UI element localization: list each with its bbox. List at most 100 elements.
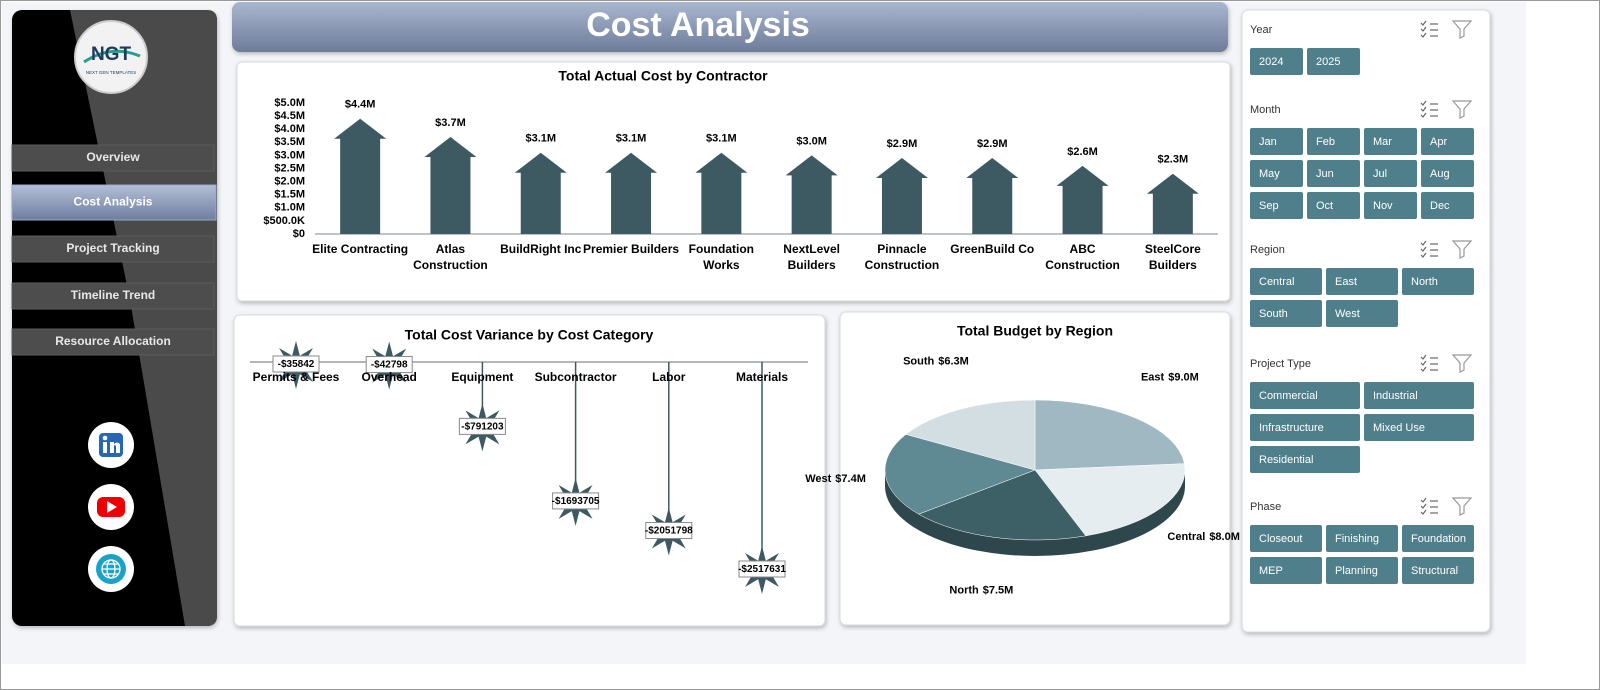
multi-select-icon[interactable] <box>1420 354 1438 372</box>
x-tick-label: Elite Contracting <box>312 242 409 256</box>
icon-check <box>1420 26 1427 32</box>
slicer-button[interactable] <box>1250 268 1322 295</box>
filter-icon[interactable] <box>1451 354 1473 373</box>
multi-select-icon[interactable] <box>1420 100 1438 118</box>
slicer-button[interactable] <box>1421 160 1474 187</box>
slicer-item[interactable]: Closeout <box>1259 533 1302 545</box>
slicer-button[interactable] <box>1307 160 1360 187</box>
slicer-button[interactable] <box>1307 128 1360 155</box>
category-label: Materials <box>736 370 788 384</box>
slicer-button[interactable] <box>1364 192 1417 219</box>
slicer-button[interactable] <box>1250 192 1303 219</box>
slicer-item[interactable]: Mixed Use <box>1373 422 1425 434</box>
slicer-item[interactable]: Jul <box>1373 168 1387 180</box>
slicer-item[interactable]: Residential <box>1259 454 1313 466</box>
nav-button[interactable] <box>11 282 215 310</box>
slicer-button[interactable] <box>1250 414 1360 441</box>
filter-icon[interactable] <box>1451 100 1473 119</box>
slicer-item[interactable]: Aug <box>1430 168 1450 180</box>
y-tick-label: $4.5M <box>274 110 305 122</box>
icon-check <box>1420 112 1427 118</box>
bar <box>424 137 477 234</box>
slicer-item[interactable]: Sep <box>1259 200 1279 212</box>
slicer-item[interactable]: Nov <box>1373 200 1393 212</box>
nav-button[interactable] <box>11 328 215 356</box>
slicer-button[interactable] <box>1307 192 1360 219</box>
slicer-item[interactable]: Oct <box>1316 200 1333 212</box>
slicer-button[interactable] <box>1250 160 1303 187</box>
slicer-button[interactable] <box>1326 557 1398 584</box>
slicer-button[interactable] <box>1250 48 1303 75</box>
slicer-item[interactable]: Jan <box>1259 136 1277 148</box>
slicer-item[interactable]: West <box>1335 308 1360 320</box>
nav-label[interactable]: Timeline Trend <box>71 288 155 302</box>
bar <box>695 152 748 234</box>
slicer-item[interactable]: Commercial <box>1259 390 1318 402</box>
nav-label[interactable]: Resource Allocation <box>55 334 171 348</box>
icon-check <box>1420 246 1427 252</box>
slicer-button[interactable] <box>1421 128 1474 155</box>
data-label: $3.1M <box>616 133 647 145</box>
slicer-button[interactable] <box>1402 268 1474 295</box>
nav-button[interactable] <box>11 144 215 172</box>
filter-icon[interactable] <box>1451 20 1473 39</box>
slicer-item[interactable]: Feb <box>1316 136 1335 148</box>
slicer-button[interactable] <box>1364 128 1417 155</box>
nav-label[interactable]: Overview <box>86 150 140 164</box>
nav-label[interactable]: Project Tracking <box>66 241 159 255</box>
slicer-button[interactable] <box>1250 446 1360 473</box>
slicer-button[interactable] <box>1250 382 1360 409</box>
slicer-item[interactable]: Apr <box>1430 136 1447 148</box>
pie-category: West <box>805 473 831 485</box>
pie-label: South $6.3M <box>903 355 969 367</box>
slicer-item[interactable]: Central <box>1259 276 1294 288</box>
slicer-item[interactable]: Mar <box>1373 136 1392 148</box>
filter-icon[interactable] <box>1451 497 1473 516</box>
slicer-item[interactable]: MEP <box>1259 565 1283 577</box>
slicer-item[interactable]: Finishing <box>1335 533 1379 545</box>
slicer-button[interactable] <box>1250 557 1322 584</box>
slicer-button[interactable] <box>1402 557 1474 584</box>
y-tick-label: $1.0M <box>274 202 305 214</box>
slicer-item[interactable]: Dec <box>1430 200 1450 212</box>
category-label: Overhead <box>362 370 417 384</box>
x-tick-label: ABC Construction <box>1045 242 1120 272</box>
multi-select-icon[interactable] <box>1420 497 1438 515</box>
slicer-button[interactable] <box>1364 382 1474 409</box>
pie-value: $8.0M <box>1209 531 1240 543</box>
slicer-button[interactable] <box>1326 300 1398 327</box>
slicer-item[interactable]: 2024 <box>1259 56 1283 68</box>
y-tick-label: $5.0M <box>274 97 305 109</box>
slicer-item[interactable]: Industrial <box>1373 390 1418 402</box>
slicer-item[interactable]: South <box>1259 308 1288 320</box>
label-box <box>552 492 600 510</box>
slicer-item[interactable]: North <box>1411 276 1438 288</box>
slicer-item[interactable]: May <box>1259 168 1280 180</box>
slicer-button[interactable] <box>1250 128 1303 155</box>
slicer-item[interactable]: Infrastructure <box>1259 422 1324 434</box>
icon-check <box>1420 100 1427 106</box>
slicer-item[interactable]: Foundation <box>1411 533 1466 545</box>
slicer-button[interactable] <box>1364 414 1474 441</box>
filter-icon[interactable] <box>1451 240 1473 259</box>
nav-button[interactable] <box>11 184 217 221</box>
slicer-button[interactable] <box>1326 268 1398 295</box>
nav-button[interactable] <box>11 235 215 263</box>
slicer-button[interactable] <box>1250 300 1322 327</box>
slicer-button[interactable] <box>1326 525 1398 552</box>
slicer-button[interactable] <box>1250 525 1322 552</box>
slicer-item[interactable]: 2025 <box>1316 56 1340 68</box>
slicer-item[interactable]: Jun <box>1316 168 1334 180</box>
slicer-button[interactable] <box>1307 48 1360 75</box>
label-box <box>458 417 506 435</box>
icon-check <box>1420 354 1427 360</box>
multi-select-icon[interactable] <box>1420 20 1438 38</box>
slicer-item[interactable]: Planning <box>1335 565 1378 577</box>
slicer-button[interactable] <box>1421 192 1474 219</box>
multi-select-icon[interactable] <box>1420 240 1438 258</box>
slicer-button[interactable] <box>1402 525 1474 552</box>
nav-label[interactable]: Cost Analysis <box>74 195 153 209</box>
slicer-button[interactable] <box>1364 160 1417 187</box>
slicer-item[interactable]: Structural <box>1411 565 1458 577</box>
slicer-item[interactable]: East <box>1335 276 1357 288</box>
